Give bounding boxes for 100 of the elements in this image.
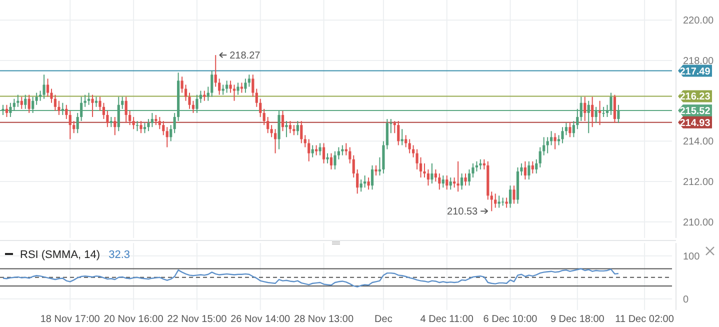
candlestick bbox=[91, 94, 94, 118]
y-tick-label: 218.00 bbox=[683, 56, 714, 68]
candlestick bbox=[468, 168, 471, 186]
candlestick bbox=[419, 156, 422, 178]
candlestick bbox=[561, 126, 564, 144]
candlestick bbox=[538, 146, 542, 168]
candlestick bbox=[292, 124, 296, 136]
x-tick-label: 9 Dec 18:00 bbox=[550, 314, 605, 325]
ref-line-label: 217.49 bbox=[680, 66, 711, 78]
candlestick bbox=[370, 164, 374, 190]
candlestick bbox=[255, 88, 258, 108]
candlestick bbox=[192, 100, 195, 114]
candlestick bbox=[528, 160, 530, 180]
candlestick bbox=[535, 158, 538, 174]
y-tick-label: 212.00 bbox=[683, 177, 714, 188]
candlestick bbox=[180, 76, 184, 94]
candlestick bbox=[128, 110, 132, 126]
candlestick bbox=[490, 191, 493, 212]
candlestick bbox=[232, 84, 236, 102]
candlestick bbox=[344, 142, 348, 156]
annotation: 210.53 bbox=[447, 206, 478, 218]
candlestick bbox=[456, 160, 460, 192]
candlestick bbox=[28, 94, 30, 114]
candlestick bbox=[449, 176, 452, 190]
candlestick bbox=[214, 54, 217, 88]
candlestick bbox=[546, 136, 549, 154]
candlestick bbox=[498, 195, 500, 208]
candlestick bbox=[482, 158, 486, 170]
x-tick-label: 28 Nov 13:00 bbox=[294, 314, 354, 325]
candlestick bbox=[453, 176, 456, 188]
candlestick bbox=[318, 142, 322, 156]
candlestick bbox=[341, 144, 344, 156]
candlestick bbox=[206, 86, 210, 102]
candlestick bbox=[203, 90, 206, 102]
candlestick bbox=[505, 197, 508, 208]
candlestick bbox=[281, 110, 284, 132]
candlestick bbox=[364, 174, 366, 188]
candlestick bbox=[460, 172, 464, 190]
text: RSI (SMMA, 14) bbox=[20, 249, 100, 261]
candlestick bbox=[270, 124, 273, 138]
candlestick bbox=[184, 84, 188, 102]
candlestick bbox=[262, 108, 266, 126]
candlestick bbox=[72, 120, 76, 134]
candlestick bbox=[46, 78, 50, 98]
candlestick bbox=[42, 74, 46, 100]
candlestick bbox=[259, 98, 262, 118]
candlestick bbox=[84, 94, 86, 108]
candlestick bbox=[613, 94, 616, 124]
candlestick bbox=[542, 136, 546, 156]
candlestick bbox=[236, 82, 240, 96]
candlestick bbox=[584, 96, 586, 122]
candlestick bbox=[106, 110, 109, 128]
candlestick bbox=[360, 179, 362, 192]
annotation: 218.27 bbox=[230, 50, 261, 62]
y-tick-label: 100 bbox=[683, 251, 700, 262]
candlestick bbox=[512, 185, 516, 204]
candlestick bbox=[572, 120, 575, 138]
candlestick bbox=[397, 120, 400, 146]
candlestick bbox=[274, 128, 277, 154]
candlestick bbox=[326, 152, 329, 164]
candlestick bbox=[322, 142, 326, 164]
candlestick bbox=[20, 96, 23, 110]
candlestick bbox=[218, 78, 221, 96]
candlestick bbox=[442, 174, 444, 188]
candlestick bbox=[554, 132, 556, 150]
candlestick bbox=[426, 168, 430, 186]
candlestick bbox=[300, 120, 303, 144]
candlestick bbox=[564, 122, 568, 136]
candlestick bbox=[266, 116, 270, 134]
candlestick bbox=[132, 116, 135, 130]
candlestick bbox=[222, 84, 224, 96]
candlestick bbox=[352, 154, 355, 178]
candlestick bbox=[158, 116, 161, 130]
candlestick bbox=[550, 130, 553, 146]
candlestick bbox=[102, 102, 106, 120]
y-tick-label: 0 bbox=[683, 294, 689, 306]
y-tick-label: 210.00 bbox=[683, 217, 714, 228]
candlestick bbox=[404, 134, 408, 148]
candlestick bbox=[378, 156, 382, 176]
candlestick bbox=[244, 78, 247, 94]
candlestick bbox=[162, 120, 165, 136]
x-tick-label: 20 Nov 16:00 bbox=[104, 314, 164, 325]
candlestick bbox=[54, 94, 57, 112]
candlestick bbox=[154, 114, 158, 126]
candlestick bbox=[304, 134, 306, 148]
candlestick bbox=[400, 128, 404, 146]
candlestick bbox=[229, 80, 232, 94]
y-tick-label: 220.00 bbox=[683, 16, 714, 27]
x-tick-label: 26 Nov 14:00 bbox=[230, 314, 291, 325]
candlestick bbox=[285, 120, 288, 138]
candlestick bbox=[494, 193, 497, 208]
candlestick bbox=[124, 96, 128, 124]
x-tick-label: 4 Dec 11:00 bbox=[420, 314, 474, 325]
candlestick bbox=[210, 70, 214, 98]
candlestick bbox=[408, 138, 411, 154]
candlestick bbox=[5, 104, 8, 118]
candlestick bbox=[240, 82, 244, 94]
line-series bbox=[2, 268, 620, 288]
candlestick bbox=[356, 168, 359, 194]
candlestick bbox=[76, 112, 79, 134]
